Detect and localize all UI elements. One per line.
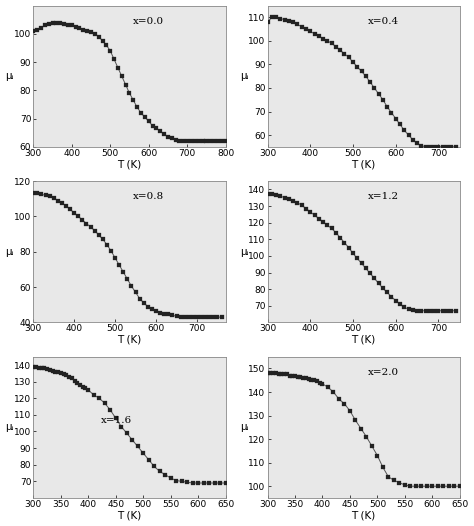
Text: x=2.0: x=2.0: [367, 368, 399, 377]
Text: x=1.2: x=1.2: [367, 193, 399, 201]
X-axis label: T (K): T (K): [118, 510, 142, 520]
X-axis label: T (K): T (K): [118, 335, 142, 345]
X-axis label: T (K): T (K): [118, 159, 142, 169]
Text: x=0.8: x=0.8: [133, 193, 164, 201]
Text: x=1.6: x=1.6: [100, 416, 132, 425]
X-axis label: T (K): T (K): [352, 159, 376, 169]
X-axis label: T (K): T (K): [352, 335, 376, 345]
Y-axis label: μᵢ: μᵢ: [6, 247, 14, 257]
Y-axis label: μᵢ: μᵢ: [6, 422, 14, 432]
Y-axis label: μᵢ: μᵢ: [6, 71, 14, 81]
Text: x=0.4: x=0.4: [367, 17, 399, 26]
Y-axis label: μᵢ: μᵢ: [240, 71, 248, 81]
Y-axis label: μᵢ: μᵢ: [240, 422, 248, 432]
Y-axis label: μᵢ: μᵢ: [240, 247, 248, 257]
X-axis label: T (K): T (K): [352, 510, 376, 520]
Text: x=0.0: x=0.0: [133, 17, 164, 26]
